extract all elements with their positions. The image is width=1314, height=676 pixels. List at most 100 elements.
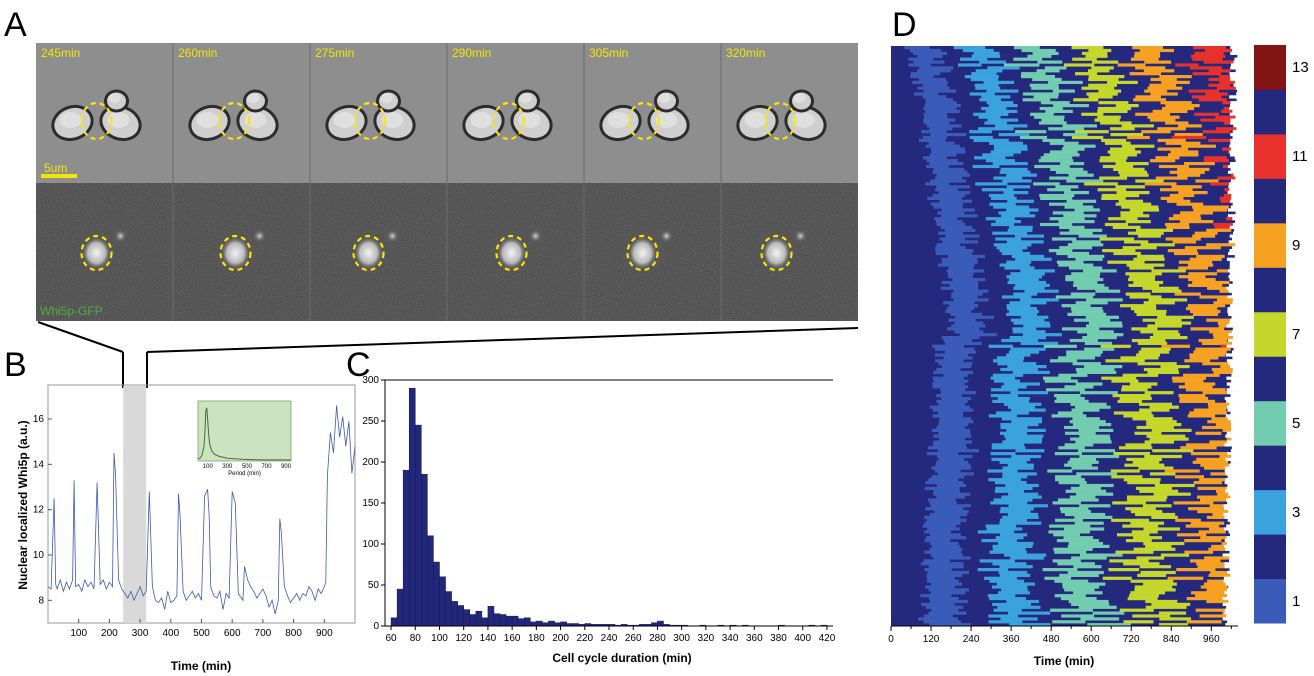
bud-signal: [385, 229, 400, 243]
cycle-segment: [941, 208, 975, 212]
cycle-segment: [1162, 106, 1195, 111]
time-label: 290min: [452, 46, 491, 60]
pre-division-segment: [891, 260, 937, 264]
inset-tick-label: 300: [222, 464, 233, 470]
pre-division-segment: [891, 89, 911, 93]
cycle-segment: [1075, 440, 1112, 444]
panel-a-microscopy: 245min 260min 275min 290min 305min 320min5umW…: [36, 43, 858, 321]
cycle-segment: [984, 576, 1018, 580]
cycle-segment: [992, 162, 1028, 166]
cycle-segment: [1143, 69, 1175, 73]
pre-division-segment: [891, 211, 930, 215]
cycle-segment: [1088, 77, 1119, 82]
x-tick-label: 720: [1123, 634, 1140, 645]
cycle-segment: [1120, 356, 1159, 360]
cycle-segment: [1012, 370, 1050, 374]
cycle-segment: [1211, 367, 1233, 372]
colorbar-label: 5: [1292, 415, 1300, 432]
cycle-segment: [1140, 570, 1176, 575]
cycle-segment: [992, 399, 1030, 403]
cycle-segment: [1226, 483, 1228, 488]
cycle-segment: [1012, 327, 1037, 331]
cycle-segment: [1125, 507, 1156, 511]
inset-frame: [197, 400, 292, 462]
cell-highlight: [107, 112, 130, 128]
cycle-segment: [1145, 605, 1187, 609]
pre-division-segment: [891, 228, 932, 232]
pre-division-segment: [891, 135, 918, 140]
cycle-segment: [938, 411, 964, 415]
cycle-segment: [1006, 304, 1031, 308]
cycle-segment: [1006, 428, 1046, 432]
cycle-segment: [1179, 396, 1209, 401]
cycle-segment: [1072, 423, 1112, 427]
pre-division-segment: [891, 350, 932, 354]
cycle-segment: [1135, 512, 1176, 517]
cycle-segment: [991, 457, 1031, 461]
y-tick-label: 300: [362, 375, 379, 386]
row-end-padding: [1228, 599, 1238, 604]
row-end-padding: [1229, 75, 1238, 79]
cycle-segment: [1195, 608, 1225, 612]
cycle-segment: [1140, 330, 1179, 334]
row-end-padding: [1224, 562, 1238, 566]
cycle-segment: [1072, 57, 1097, 61]
cycle-segment: [993, 243, 1032, 247]
cycle-segment: [1021, 48, 1056, 53]
row-end-padding: [1228, 530, 1238, 534]
cycle-segment: [1002, 472, 1037, 476]
cycle-segment: [936, 460, 969, 464]
row-end-padding: [1227, 191, 1238, 195]
row-end-padding: [1223, 507, 1238, 511]
cycle-segment: [1224, 434, 1226, 438]
row-end-padding: [1232, 350, 1238, 354]
cycle-segment: [1130, 521, 1164, 525]
pre-division-segment: [891, 214, 930, 218]
row-end-padding: [1224, 544, 1238, 548]
cycle-segment: [993, 176, 1023, 180]
cycle-segment: [1127, 135, 1150, 140]
cycle-segment: [1178, 275, 1206, 279]
row-end-padding: [1231, 428, 1238, 432]
cycle-segment: [1212, 512, 1224, 517]
cycle-segment: [1107, 150, 1141, 154]
cycle-segment: [1138, 466, 1174, 470]
cycle-segment: [1147, 324, 1182, 328]
cycle-segment: [1065, 489, 1107, 493]
cycle-segment: [922, 83, 947, 87]
cycle-segment: [999, 521, 1042, 525]
cycle-segment: [1181, 144, 1216, 148]
cycle-segment: [1151, 269, 1186, 273]
colorbar-level: [1254, 400, 1286, 446]
row-end-padding: [1231, 437, 1238, 441]
cycle-segment: [1206, 243, 1236, 247]
cycle-segment: [990, 376, 1016, 380]
row-end-padding: [1230, 449, 1238, 453]
cycle-segment: [939, 199, 973, 203]
pre-division-segment: [891, 69, 908, 73]
row-end-padding: [1230, 133, 1238, 137]
cycle-segment: [1200, 498, 1226, 502]
pre-division-segment: [891, 460, 926, 464]
cycle-segment: [1139, 489, 1179, 493]
pre-division-segment: [891, 533, 923, 537]
cycle-segment: [1003, 191, 1029, 195]
cycle-segment: [950, 312, 982, 316]
cycle-segment: [1002, 179, 1032, 183]
row-end-padding: [1232, 48, 1238, 53]
cycle-segment: [962, 48, 994, 53]
pre-division-segment: [891, 304, 944, 308]
pre-division-segment: [891, 301, 943, 305]
pre-division-segment: [891, 501, 924, 505]
row-end-padding: [1228, 321, 1238, 325]
cycle-segment: [1010, 347, 1046, 351]
cycle-segment: [1208, 83, 1231, 87]
cycle-segment: [930, 599, 968, 604]
cycle-segment: [951, 292, 983, 296]
cycle-segment: [1069, 228, 1103, 232]
cycle-segment: [1219, 196, 1232, 200]
cycle-segment: [1052, 501, 1081, 505]
cycle-segment: [931, 544, 960, 548]
cycle-segment: [925, 101, 957, 105]
cycle-segment: [977, 530, 1015, 534]
